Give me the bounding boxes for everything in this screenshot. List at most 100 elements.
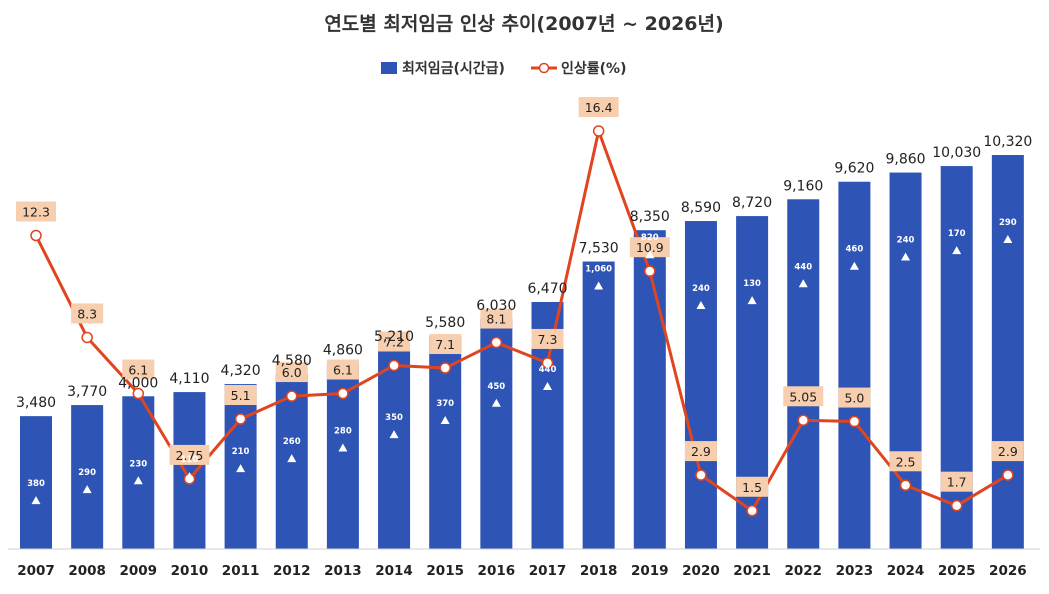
rate-label-box-2021 (736, 476, 769, 497)
rate-line-layer: 12.3 8.3 6.1 2.75 5.1 6.0 6.1 7.2 7.1 8.1 7.3 16.4 1… (16, 97, 1024, 517)
bar-value-label-2025: 10,030 (932, 145, 981, 161)
rate-label-2008: 8.3 (77, 306, 97, 321)
x-tick-2022: 2022 (784, 563, 822, 579)
rate-label-2024: 2.5 (896, 454, 916, 469)
rate-marker-2026 (1002, 469, 1014, 481)
rate-marker-2013 (337, 387, 349, 400)
increase-triangle-2018 (594, 281, 604, 290)
rate-label-2012: 6.0 (282, 365, 302, 380)
x-tick-2017: 2017 (529, 563, 567, 579)
increase-label-2009: 230 (129, 459, 147, 469)
rate-label-2014: 7.2 (384, 334, 404, 349)
bar-2010 (173, 392, 206, 549)
rate-label-2023: 5.0 (844, 391, 864, 406)
bar-value-label-2024: 9,860 (886, 152, 926, 168)
rate-marker-2012 (286, 390, 298, 402)
increase-triangle-2011 (236, 464, 246, 473)
bar-value-label-2021: 8,720 (732, 195, 772, 211)
rate-label-box-2025 (940, 471, 973, 492)
x-tick-2019: 2019 (631, 563, 669, 579)
x-tick-2024: 2024 (887, 563, 925, 579)
x-tick-2020: 2020 (682, 563, 720, 579)
increase-label-2011: 210 (232, 447, 250, 457)
bar-2007 (20, 416, 52, 549)
chart-title: 연도별 최저임금 인상 추이(2007년 ~ 2026년) (324, 13, 723, 35)
bar-value-label-2010: 4,110 (169, 371, 209, 387)
bar-value-label-2014: 5,210 (374, 329, 414, 345)
rate-label-box-2009 (122, 359, 155, 380)
rate-label-box-2008 (71, 303, 104, 324)
rate-label-box-2014 (378, 331, 411, 352)
rate-label-box-2010 (169, 444, 210, 465)
x-tick-2008: 2008 (68, 563, 106, 579)
rate-marker-2017 (541, 357, 554, 369)
rate-label-2007: 12.3 (22, 205, 50, 220)
increase-label-2024: 240 (897, 236, 915, 246)
bar-2020 (684, 221, 717, 549)
increase-triangle-2022 (798, 279, 808, 288)
increase-label-2022: 440 (794, 262, 812, 272)
x-tick-2010: 2010 (171, 563, 209, 579)
increase-triangle-2025 (952, 246, 962, 255)
rate-marker-2025 (950, 499, 963, 512)
bar-value-label-2015: 5,580 (425, 315, 465, 331)
rate-label-box-2018 (578, 97, 619, 117)
rate-marker-2018 (592, 125, 605, 137)
x-tick-2014: 2014 (375, 563, 413, 579)
rate-label-2019: 10.9 (636, 240, 664, 255)
rate-line (34, 129, 1009, 513)
increase-triangle-2012 (287, 454, 297, 463)
increase-label-2018: 1,060 (585, 265, 612, 275)
increase-label-2012: 260 (283, 437, 301, 447)
rate-label-box-2015 (429, 334, 462, 355)
x-tick-2007: 2007 (17, 563, 55, 579)
bar-2014 (378, 350, 411, 549)
x-tick-2025: 2025 (938, 563, 976, 579)
bar-2019 (633, 230, 666, 549)
bar-2026 (991, 155, 1024, 549)
rate-label-2013: 6.1 (333, 363, 353, 378)
increase-triangle-2008 (82, 485, 92, 494)
increase-triangle-2026 (1003, 235, 1013, 243)
rate-label-box-2023 (838, 387, 871, 408)
rate-label-2015: 7.1 (435, 337, 455, 352)
bar-2022 (787, 199, 820, 550)
increase-triangle-2010 (184, 472, 194, 481)
rate-marker-2011 (234, 413, 247, 425)
bar-value-label-2019: 8,350 (630, 209, 670, 225)
rate-label-2025: 1.7 (947, 475, 967, 490)
x-tick-2011: 2011 (222, 563, 260, 579)
bar-value-label-2020: 8,590 (681, 200, 721, 216)
rate-marker-2016 (490, 336, 503, 349)
rate-label-box-2012 (275, 362, 308, 383)
bar-value-label-2012: 4,580 (272, 353, 312, 369)
increase-triangle-2013 (338, 443, 348, 452)
increase-triangle-2007 (31, 496, 41, 505)
x-tick-2016: 2016 (478, 563, 516, 579)
rate-label-box-2020 (684, 441, 717, 462)
rate-label-box-2024 (889, 451, 922, 472)
increase-label-2016: 450 (487, 382, 505, 392)
rate-label-2026: 2.9 (998, 444, 1018, 459)
x-tick-2009: 2009 (120, 563, 158, 579)
rate-marker-2024 (899, 479, 912, 492)
bar-2023 (838, 181, 871, 550)
rate-label-box-2016 (480, 308, 513, 329)
rate-label-box-2026 (991, 441, 1024, 462)
increase-triangle-2021 (747, 296, 757, 305)
rate-marker-2019 (644, 265, 656, 277)
legend-bar-swatch (381, 62, 397, 74)
increase-label-2023: 460 (846, 245, 864, 255)
x-tick-2012: 2012 (273, 563, 311, 579)
bar-2016 (480, 318, 513, 549)
legend-bar-label: 최저임금(시간급) (402, 60, 505, 77)
rate-label-2010: 2.75 (176, 448, 204, 463)
rate-label-box-2017 (531, 328, 564, 349)
increase-triangle-2016 (491, 398, 501, 407)
increase-triangle-2020 (696, 301, 706, 310)
rate-label-box-2019 (629, 237, 670, 258)
legend-line-marker (538, 62, 550, 74)
bar-value-label-2016: 6,030 (476, 298, 516, 314)
x-tick-2015: 2015 (426, 563, 464, 579)
